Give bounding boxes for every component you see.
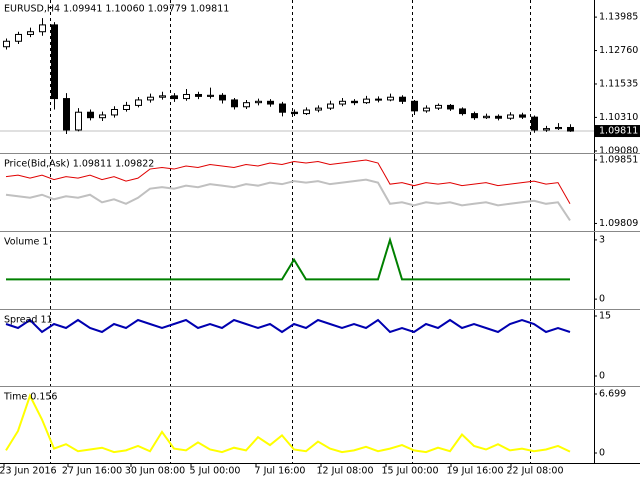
y-tick-label: 1.09809	[599, 218, 638, 229]
candle-body	[183, 93, 190, 100]
candle-body	[39, 24, 46, 33]
candle-body	[507, 114, 514, 119]
candle-body	[51, 24, 58, 100]
candle-body	[27, 31, 34, 35]
date-separators	[50, 0, 531, 463]
candle-body	[519, 114, 526, 118]
series-line	[5, 159, 571, 205]
y-tick-label: 1.13985	[599, 12, 638, 23]
pane-title: Spread 11	[4, 315, 53, 326]
y-tick-label: 1.10310	[599, 112, 638, 123]
candle-body	[123, 104, 130, 110]
pane-title: Volume 1	[4, 237, 48, 248]
candle-body	[411, 100, 418, 112]
candle-body	[243, 102, 250, 108]
y-tick-label: 1.09851	[599, 154, 638, 165]
y-tick-label: 1.11535	[599, 78, 638, 89]
candle-body	[75, 111, 82, 131]
x-tick-label: 30 Jun 08:00	[125, 466, 185, 477]
candle-body	[435, 104, 442, 109]
candle-body	[63, 98, 70, 131]
pane-title: EURUSD,H4 1.09941 1.10060 1.09779 1.0981…	[4, 4, 229, 15]
pane-title: Time 0.156	[3, 392, 57, 403]
candle-body	[471, 113, 478, 119]
y-tick-label: 3	[599, 234, 605, 245]
last-price-tag	[595, 125, 640, 138]
candle-body	[15, 33, 22, 42]
y-tick-label: 6.699	[599, 388, 626, 399]
candle-body	[339, 100, 346, 105]
x-tick-label: 19 Jul 16:00	[447, 466, 504, 477]
x-tick-label: 15 Jul 00:00	[382, 466, 439, 477]
candle-body	[399, 96, 406, 102]
series-line	[5, 178, 571, 221]
candle-body	[99, 114, 106, 119]
x-tick-label: 7 Jul 16:00	[255, 466, 306, 477]
candle-body	[375, 98, 382, 101]
candle-body	[135, 99, 142, 106]
candle-body	[3, 40, 10, 48]
series-line	[5, 318, 571, 334]
last-price-label: 1.09811	[599, 126, 638, 137]
candle-body	[483, 115, 490, 119]
candle-body	[387, 96, 394, 101]
y-tick-label: 0	[599, 448, 605, 459]
candle-body	[291, 111, 298, 115]
x-tick-label: 5 Jul 00:00	[190, 466, 241, 477]
candle-body	[147, 96, 154, 101]
y-tick-label: 15	[599, 311, 611, 322]
x-tick-label: 27 Jun 16:00	[62, 466, 122, 477]
x-tick-label: 22 Jul 08:00	[507, 466, 564, 477]
candle-body	[207, 94, 214, 97]
pane-title: Price(Bid,Ask) 1.09811 1.09822	[4, 159, 154, 170]
candle-body	[315, 107, 322, 111]
candle-body	[363, 98, 370, 104]
candle-body	[219, 94, 226, 101]
candle-body	[303, 109, 310, 115]
candle-body	[171, 95, 178, 100]
candle-body	[159, 95, 166, 98]
candle-body	[231, 99, 238, 108]
y-tick-label: 1.12760	[599, 45, 638, 56]
candle-body	[543, 128, 550, 131]
candle-body	[495, 115, 502, 119]
candle-body	[267, 100, 274, 105]
candle-body	[279, 103, 286, 113]
candle-body	[423, 107, 430, 112]
x-tick-label: 12 Jul 08:00	[317, 466, 374, 477]
candle-body	[459, 108, 466, 115]
candle-body	[255, 100, 262, 104]
y-tick-label: 0	[599, 294, 605, 305]
candle-body	[351, 100, 358, 104]
candle-body	[111, 108, 118, 116]
candle-body	[447, 104, 454, 110]
x-tick-label: 23 Jun 2016	[0, 466, 57, 477]
candle-body	[567, 126, 574, 132]
series-line	[6, 236, 570, 281]
y-tick-label: 0	[599, 371, 605, 382]
candle-body	[555, 126, 562, 130]
series-line	[5, 393, 571, 454]
candle-body	[195, 93, 202, 97]
candle-body	[87, 111, 94, 119]
y-tick-label: 1.09080	[599, 145, 638, 156]
candle-body	[327, 103, 334, 109]
candle-body	[531, 116, 538, 131]
